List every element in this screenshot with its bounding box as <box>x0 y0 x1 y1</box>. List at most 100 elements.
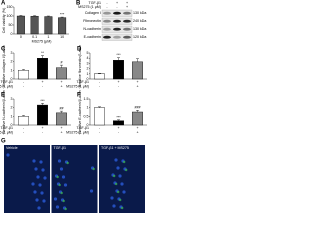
y-axis-label: Cell viability (%) <box>2 8 6 34</box>
x-axis-label: MS275 (μM) <box>32 39 52 43</box>
y-tick-label: 1 <box>87 72 89 76</box>
nucleus <box>61 175 66 179</box>
nucleus <box>33 190 37 194</box>
nucleus <box>36 175 40 179</box>
condition-sign: + <box>41 126 43 130</box>
blot-band <box>123 27 131 31</box>
annotation: # <box>61 61 63 65</box>
y-tick-label: 3 <box>11 97 13 101</box>
band-size: 120 kDa <box>133 35 146 39</box>
nucleus <box>38 183 42 187</box>
y-tick-label: 3 <box>11 51 13 55</box>
condition-sign: + <box>116 1 118 5</box>
stain <box>123 160 126 164</box>
y-tick-label: 2 <box>87 67 89 71</box>
y-tick-label: 0 <box>87 123 89 127</box>
y-tick-label: 0.5 <box>84 114 89 118</box>
panel-label: B <box>76 1 81 7</box>
y-tick-label: 150 <box>7 5 13 9</box>
bar <box>113 120 124 126</box>
y-tick-label: 2 <box>11 106 13 110</box>
nucleus <box>118 174 122 178</box>
condition-sign: + <box>117 80 119 84</box>
blot-band <box>103 27 111 31</box>
nucleus <box>122 190 126 194</box>
annotation: ## <box>60 107 64 111</box>
condition-sign: + <box>60 84 62 88</box>
condition-sign: + <box>126 1 128 5</box>
bar <box>56 67 67 80</box>
band-size: 240 kDa <box>133 19 146 23</box>
condition-sign: - <box>23 80 25 84</box>
annotation: *** <box>60 13 65 17</box>
condition-sign: - <box>23 130 25 134</box>
condition-sign: + <box>60 130 62 134</box>
condition-sign: - <box>99 130 101 134</box>
blot-band <box>103 35 111 39</box>
y-tick-label: 1 <box>11 114 13 118</box>
y-tick-label: 0 <box>87 77 89 81</box>
micrograph <box>51 145 98 213</box>
error-bar <box>22 115 25 117</box>
image-label: TGF-β1 + MS275 <box>101 146 129 150</box>
blot-band <box>113 27 121 31</box>
annotation: ### <box>135 106 141 110</box>
nucleus <box>53 197 58 201</box>
condition-name: MS275 (1 μM) <box>66 130 89 134</box>
x-tick-label: 1 <box>47 35 49 39</box>
y-axis-label: Relative N-cadherin/β-actin <box>2 90 6 133</box>
condition-sign: + <box>136 84 138 88</box>
band-name: Fibronectin <box>83 19 101 23</box>
blot-band <box>123 19 131 23</box>
y-axis-label: Relative E-cadherin/β-actin <box>78 90 82 133</box>
bar <box>18 116 29 126</box>
y-tick-label: 0 <box>11 77 13 81</box>
blot-band <box>123 35 131 39</box>
condition-name: MS275 (1 μM) <box>66 84 89 88</box>
condition-sign: - <box>106 5 108 9</box>
condition-sign: + <box>41 80 43 84</box>
error-bar <box>41 103 44 106</box>
bar <box>132 111 143 126</box>
stain <box>119 198 122 202</box>
error-bar <box>117 119 120 121</box>
bar <box>56 112 67 126</box>
nucleus <box>120 182 124 186</box>
condition-sign: + <box>136 126 138 130</box>
image-label: Vehicle <box>6 146 18 150</box>
bar <box>18 70 29 80</box>
panel-label: C <box>1 47 6 53</box>
y-tick-label: 50 <box>9 23 13 27</box>
condition-sign: + <box>136 80 138 84</box>
nucleus <box>35 198 39 202</box>
blot-band <box>113 11 121 15</box>
stain <box>60 191 63 195</box>
bar <box>37 58 48 80</box>
condition-sign: - <box>118 130 120 134</box>
condition-name: MS275 (1 μM) <box>78 5 101 9</box>
condition-name: TGF-β1 <box>1 80 13 84</box>
stain <box>125 168 128 172</box>
stain <box>117 190 120 194</box>
error-bar <box>22 69 25 71</box>
error-bar <box>60 16 64 18</box>
blot-band <box>113 35 121 39</box>
band-size: 130 kDa <box>133 11 146 15</box>
panel-label: G <box>1 139 6 145</box>
condition-sign: - <box>23 84 25 88</box>
condition-sign: - <box>99 84 101 88</box>
nucleus <box>116 166 120 170</box>
nucleus <box>55 205 60 209</box>
error-bar <box>117 57 120 61</box>
blot-strip <box>101 33 133 41</box>
error-bar <box>136 58 139 62</box>
nucleus <box>59 167 64 171</box>
error-bar <box>98 106 101 108</box>
annotation: *** <box>116 53 121 57</box>
stain <box>64 207 67 211</box>
bar <box>132 61 143 80</box>
condition-name: TGF-β1 <box>89 1 101 5</box>
condition-sign: + <box>136 130 138 134</box>
nucleus <box>41 168 45 172</box>
panel-label: F <box>77 93 81 99</box>
